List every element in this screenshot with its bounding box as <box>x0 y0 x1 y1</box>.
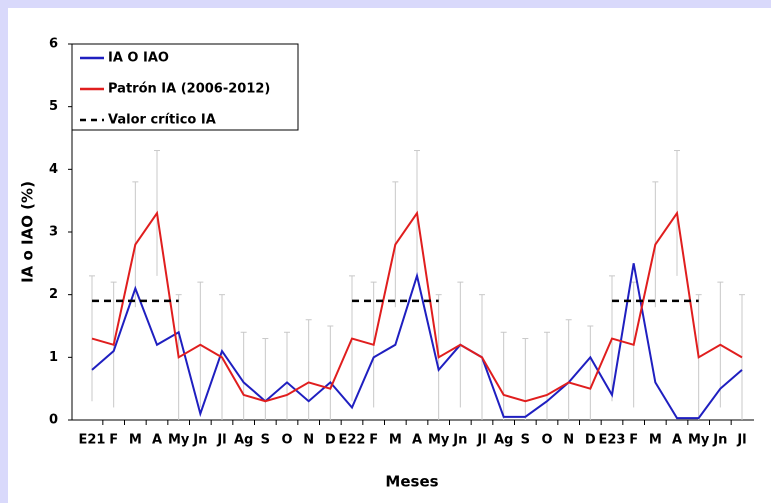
x-tick-label: M <box>649 433 662 448</box>
y-tick-label: 4 <box>49 162 58 177</box>
x-tick-label: My <box>688 433 710 448</box>
x-tick-label: D <box>325 433 336 448</box>
x-tick-label: E23 <box>599 433 626 448</box>
x-tick-label: M <box>389 433 402 448</box>
x-tick-label: N <box>303 433 314 448</box>
x-axis-title: Meses <box>385 473 438 491</box>
x-tick-label: Ag <box>234 433 253 448</box>
legend-label: IA O IAO <box>108 51 169 66</box>
x-tick-label: Jn <box>452 433 467 448</box>
legend-box <box>71 43 299 131</box>
x-tick-label: Jl <box>736 433 746 448</box>
y-axis-title: IA o IAO (%) <box>19 181 37 283</box>
x-tick-label: N <box>563 433 574 448</box>
x-tick-label: D <box>585 433 596 448</box>
x-tick-label: F <box>629 433 638 448</box>
x-tick-label: S <box>521 433 530 448</box>
x-tick-label: A <box>152 433 162 448</box>
x-tick-label: Ag <box>494 433 513 448</box>
series-line <box>91 263 743 420</box>
x-tick-label: Jn <box>192 433 207 448</box>
x-tick-label: F <box>109 433 118 448</box>
legend-label: Valor crítico IA <box>108 113 216 128</box>
x-tick-label: A <box>672 433 682 448</box>
y-tick-label: 2 <box>49 287 58 302</box>
x-tick-label: A <box>412 433 422 448</box>
plot-area <box>89 150 745 420</box>
x-tick-label: O <box>281 433 292 448</box>
y-tick-label: 6 <box>49 37 58 52</box>
x-tick-label: My <box>428 433 450 448</box>
legend: IA O IAO Patrón IA (2006-2012) Valor críti… <box>71 43 299 131</box>
legend-label: Patrón IA (2006-2012) <box>108 82 270 97</box>
x-tick-label: Jn <box>712 433 727 448</box>
x-tick-label: Jl <box>216 433 226 448</box>
x-tick-label: E22 <box>339 433 366 448</box>
x-tick-label: F <box>369 433 378 448</box>
x-tick-label: S <box>261 433 270 448</box>
y-tick-label: 0 <box>49 413 58 428</box>
x-tick-label: O <box>541 433 552 448</box>
series-line <box>91 210 743 403</box>
x-tick-label: E21 <box>79 433 106 448</box>
x-tick-label: M <box>129 433 142 448</box>
y-tick-label: 5 <box>49 99 58 114</box>
y-tick-label: 1 <box>49 350 58 365</box>
y-tick-label: 3 <box>49 225 58 240</box>
x-tick-label: Jl <box>476 433 486 448</box>
x-tick-label: My <box>168 433 190 448</box>
